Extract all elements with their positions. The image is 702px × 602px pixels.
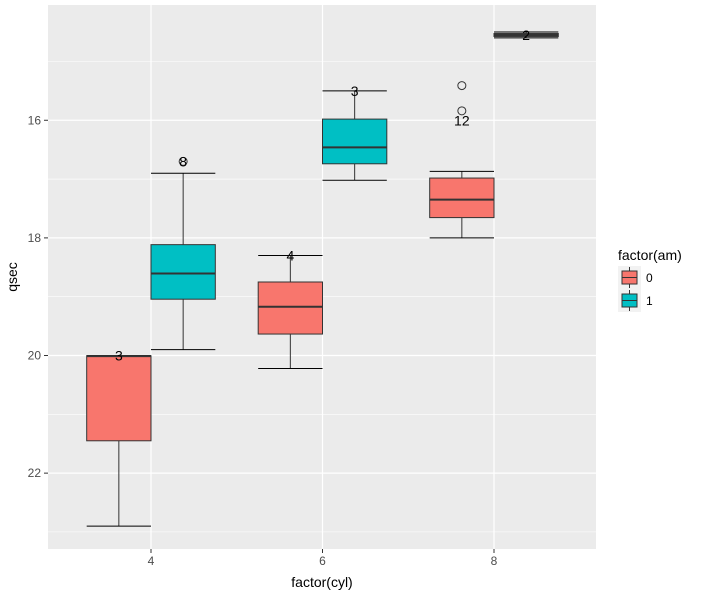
count-label: 4 [286,248,294,264]
count-label: 3 [351,83,359,99]
x-tick-label: 6 [319,554,326,568]
y-axis-title: qsec [4,262,20,292]
x-tick-label: 4 [148,554,155,568]
box [429,177,495,219]
box [86,355,152,442]
box [257,281,323,335]
legend-label: 0 [646,271,653,285]
y-tick-label: 22 [28,466,42,480]
x-axis-title: factor(cyl) [291,574,352,590]
box [150,244,216,300]
x-tick-label: 8 [491,554,498,568]
y-tick-label: 20 [28,349,42,363]
legend-label: 1 [646,294,653,308]
y-tick-label: 16 [28,113,42,127]
count-label: 8 [179,153,187,169]
outlier-point [457,106,467,116]
count-label: 2 [522,27,530,43]
legend-title: factor(am) [618,247,682,263]
count-label: 12 [454,112,470,128]
legend: factor(am) 0 1 [618,247,682,312]
box [322,118,388,165]
outlier-point [457,81,467,91]
y-tick-label: 18 [28,231,42,245]
outlier-point [178,156,188,166]
count-label: 3 [115,348,123,364]
